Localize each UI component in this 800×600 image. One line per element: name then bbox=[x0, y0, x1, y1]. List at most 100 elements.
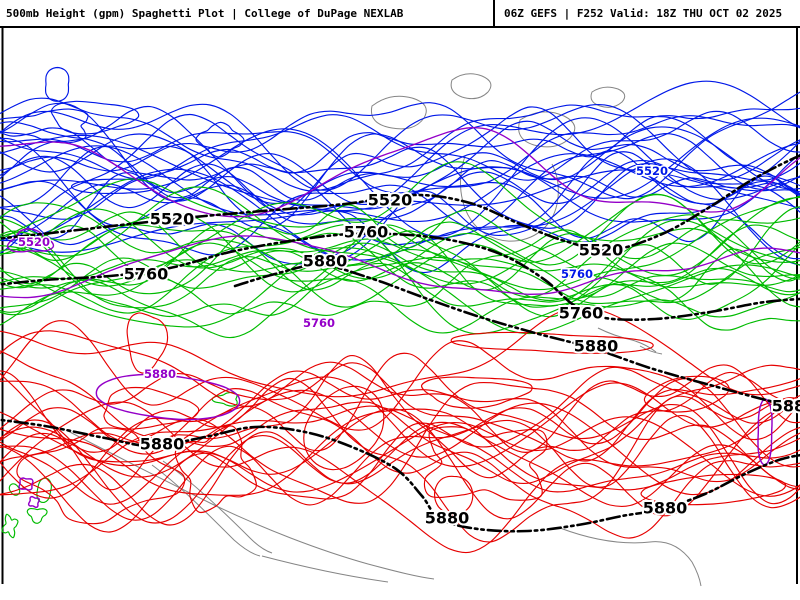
coastline-arctic-island bbox=[370, 95, 427, 130]
ensemble-member-loop-5880 bbox=[174, 425, 257, 514]
ensemble-member-loop-5880 bbox=[421, 376, 533, 409]
coastline bbox=[261, 555, 389, 583]
ensemble-member-contour-5760 bbox=[0, 225, 800, 331]
ensemble-member-loop-5880 bbox=[450, 331, 654, 354]
ensemble-member-loop-5520 bbox=[50, 100, 140, 135]
ensemble-member-loop-5880 bbox=[16, 427, 186, 525]
control-run-loop bbox=[757, 398, 773, 466]
ensemble-member-contour-5520 bbox=[0, 117, 800, 212]
ensemble-members-layer bbox=[0, 66, 800, 554]
mean-contour-label: 5520 bbox=[150, 210, 195, 229]
mean-contour-label: 5880 bbox=[425, 509, 470, 528]
ensemble-member-contour-5520 bbox=[0, 113, 800, 255]
member-contour-label: 5760 bbox=[303, 316, 335, 330]
ensemble-member-contour-5880 bbox=[0, 389, 800, 496]
ensemble-member-loop-5880 bbox=[303, 385, 385, 471]
ensemble-member-contour-5520 bbox=[0, 169, 800, 253]
ensemble-member-contour-5760 bbox=[0, 242, 800, 309]
mean-contour-label: 5520 bbox=[579, 241, 624, 260]
ensemble-member-contour-5520 bbox=[0, 155, 800, 225]
ensemble-mean-5520 bbox=[0, 154, 800, 252]
mean-contour-label: 5880 bbox=[643, 499, 688, 518]
control-run-contour bbox=[0, 127, 800, 218]
ensemble-member-contour-5520 bbox=[0, 146, 800, 229]
ensemble-member-contour-5760 bbox=[0, 212, 800, 298]
title-divider bbox=[493, 0, 495, 26]
ensemble-member-contour-5880 bbox=[0, 306, 800, 398]
ensemble-member-contour-5760 bbox=[0, 238, 800, 289]
member-contour-label: 5760 bbox=[561, 267, 593, 281]
ensemble-member-contour-5520 bbox=[0, 180, 800, 256]
coastline-arctic-island bbox=[590, 86, 626, 108]
coastline bbox=[151, 464, 261, 557]
mean-contour-label: 5880 bbox=[140, 435, 185, 454]
ensemble-member-contour-5880 bbox=[0, 405, 800, 496]
valid-time-label: 06Z GEFS | F252 Valid: 18Z THU OCT 02 20… bbox=[504, 7, 783, 20]
ensemble-member-loop-5880 bbox=[640, 473, 787, 506]
ensemble-member-contour-5760 bbox=[0, 247, 800, 335]
ensemble-member-contour-5880 bbox=[0, 366, 800, 500]
ensemble-member-contour-5520 bbox=[0, 91, 800, 200]
ensemble-member-loop-5520 bbox=[44, 66, 70, 102]
ensemble-member-contour-5760 bbox=[0, 242, 800, 334]
title-bar: 500mb Height (gpm) Spaghetti Plot | Coll… bbox=[0, 0, 800, 28]
coastline-great-lakes bbox=[639, 345, 663, 355]
ensemble-member-contour-5520 bbox=[0, 166, 800, 243]
ensemble-member-loop-5880 bbox=[434, 475, 474, 515]
mean-contour-label: 5880 bbox=[303, 252, 348, 271]
ensemble-member-contour-5520 bbox=[0, 110, 800, 181]
ensemble-member-contour-5880 bbox=[0, 377, 800, 543]
ensemble-member-contour-5880 bbox=[0, 394, 800, 554]
mean-contour-label: 5760 bbox=[344, 223, 389, 242]
member-contour-label: 5520 bbox=[636, 164, 668, 178]
contour-labels-layer: 5520 5520 5520 5760 5760 5760 5880 5880 5880 5880… bbox=[16, 163, 800, 530]
ensemble-mean-5760 bbox=[0, 232, 800, 322]
ensemble-member-contour-5880 bbox=[0, 320, 800, 441]
coastline bbox=[65, 429, 435, 580]
ensemble-member-contour-5520 bbox=[0, 115, 800, 194]
ensemble-member-loop-5880 bbox=[423, 426, 548, 501]
ensemble-member-contour-5880 bbox=[0, 370, 800, 505]
ensemble-member-contour-5880 bbox=[0, 352, 800, 505]
control-run-loop bbox=[18, 477, 34, 491]
ensemble-member-contour-5520 bbox=[0, 142, 800, 223]
ensemble-member-loop-5880 bbox=[643, 375, 730, 413]
plot-title: 500mb Height (gpm) Spaghetti Plot | Coll… bbox=[6, 7, 404, 20]
ensemble-member-contour-5520 bbox=[0, 145, 800, 256]
ensemble-member-contour-5760 bbox=[0, 206, 800, 307]
ensemble-member-contour-5760 bbox=[0, 224, 800, 339]
ensemble-member-contour-5880 bbox=[0, 362, 800, 462]
member-contour-label: 5520 bbox=[18, 235, 50, 249]
control-run-contour bbox=[0, 235, 800, 299]
coastline bbox=[162, 460, 273, 554]
ensemble-mean-layer bbox=[0, 154, 800, 533]
coastline-arctic-island bbox=[450, 73, 492, 100]
mean-contour-label: 5760 bbox=[559, 304, 604, 323]
ensemble-member-loop-5880 bbox=[126, 312, 169, 374]
ensemble-member-contour-5760 bbox=[0, 193, 800, 280]
ensemble-member-contour-5520 bbox=[0, 117, 800, 237]
ensemble-member-contour-5520 bbox=[0, 126, 800, 205]
member-contour-label: 5880 bbox=[144, 367, 176, 381]
ensemble-member-contour-5880 bbox=[0, 330, 800, 453]
ensemble-member-loop-5880 bbox=[103, 386, 200, 430]
control-run-loop bbox=[27, 495, 41, 509]
ensemble-member-contour-5880 bbox=[0, 350, 800, 484]
control-run-loop bbox=[6, 228, 55, 253]
ensemble-member-contour-5520 bbox=[0, 120, 800, 210]
spaghetti-map-canvas: 5520 5520 5520 5760 5760 5760 5880 5880 5880 5880… bbox=[0, 28, 800, 587]
ensemble-member-contour-5760 bbox=[0, 204, 800, 302]
ensemble-member-contour-5880 bbox=[0, 354, 800, 491]
control-run-loop bbox=[95, 373, 241, 421]
mean-contour-label: 5520 bbox=[368, 191, 413, 210]
ensemble-member-contour-5880 bbox=[0, 411, 800, 497]
ensemble-mean-5880-south bbox=[0, 418, 800, 533]
coastline-gulf bbox=[559, 527, 702, 587]
ensemble-member-loop-5760 bbox=[26, 507, 48, 524]
ensemble-member-contour-5880 bbox=[0, 414, 800, 526]
ensemble-mean-5880-north bbox=[233, 263, 800, 410]
ensemble-member-loop-5760 bbox=[8, 483, 21, 496]
ensemble-member-contour-5520 bbox=[0, 97, 800, 192]
ensemble-member-loop-5520 bbox=[0, 108, 89, 144]
ensemble-member-loop-5520 bbox=[195, 121, 245, 158]
